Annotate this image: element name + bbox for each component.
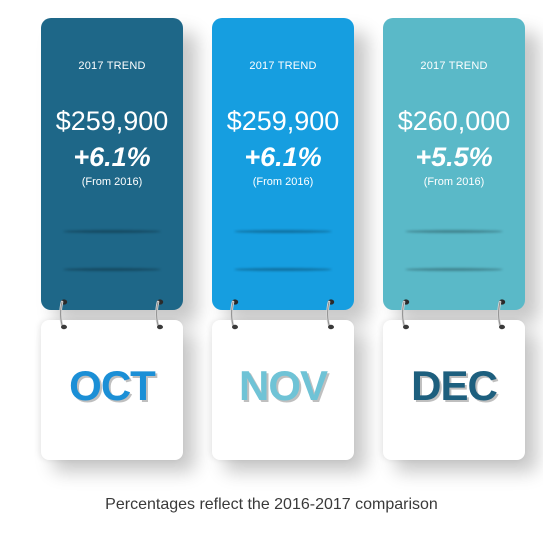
month-label: DEC	[411, 362, 498, 409]
month-label: NOV	[238, 362, 328, 409]
comparison-note: (From 2016)	[252, 176, 314, 188]
month-page: NOV	[212, 320, 354, 460]
percent-change: +5.5%	[415, 142, 493, 172]
comparison-note: (From 2016)	[81, 176, 143, 188]
ring-icon	[497, 298, 507, 330]
ring-icon	[326, 298, 336, 330]
ring-icon	[401, 298, 411, 330]
price-value: $260,000	[397, 106, 511, 136]
fold-shadow	[63, 268, 161, 271]
calendar-card-dec: 2017 TREND $260,000 +5.5% (From 2016) DE…	[383, 18, 525, 460]
fold-shadow	[234, 230, 332, 233]
binder-rings	[212, 298, 354, 334]
month-page: OCT	[41, 320, 183, 460]
month-label: OCT	[69, 362, 156, 409]
trend-label: 2017 TREND	[249, 60, 317, 72]
binder-rings	[383, 298, 525, 334]
fold-shadow	[405, 268, 503, 271]
trend-panel: 2017 TREND $260,000 +5.5% (From 2016)	[383, 18, 525, 310]
calendar-card-oct: 2017 TREND $259,900 +6.1% (From 2016) OC…	[41, 18, 183, 460]
comparison-note: (From 2016)	[423, 176, 485, 188]
month-page: DEC	[383, 320, 525, 460]
percent-change: +6.1%	[244, 142, 322, 172]
ring-icon	[59, 298, 69, 330]
percent-change: +6.1%	[73, 142, 151, 172]
ring-icon	[155, 298, 165, 330]
fold-shadow	[63, 230, 161, 233]
footer-caption: Percentages reflect the 2016-2017 compar…	[105, 496, 438, 513]
trend-panel: 2017 TREND $259,900 +6.1% (From 2016)	[41, 18, 183, 310]
price-value: $259,900	[55, 106, 169, 136]
trend-panel: 2017 TREND $259,900 +6.1% (From 2016)	[212, 18, 354, 310]
fold-shadow	[405, 230, 503, 233]
trend-label: 2017 TREND	[78, 60, 146, 72]
calendar-card-nov: 2017 TREND $259,900 +6.1% (From 2016) NO…	[212, 18, 354, 460]
price-value: $259,900	[226, 106, 340, 136]
fold-shadow	[234, 268, 332, 271]
ring-icon	[230, 298, 240, 330]
trend-label: 2017 TREND	[420, 60, 488, 72]
binder-rings	[41, 298, 183, 334]
